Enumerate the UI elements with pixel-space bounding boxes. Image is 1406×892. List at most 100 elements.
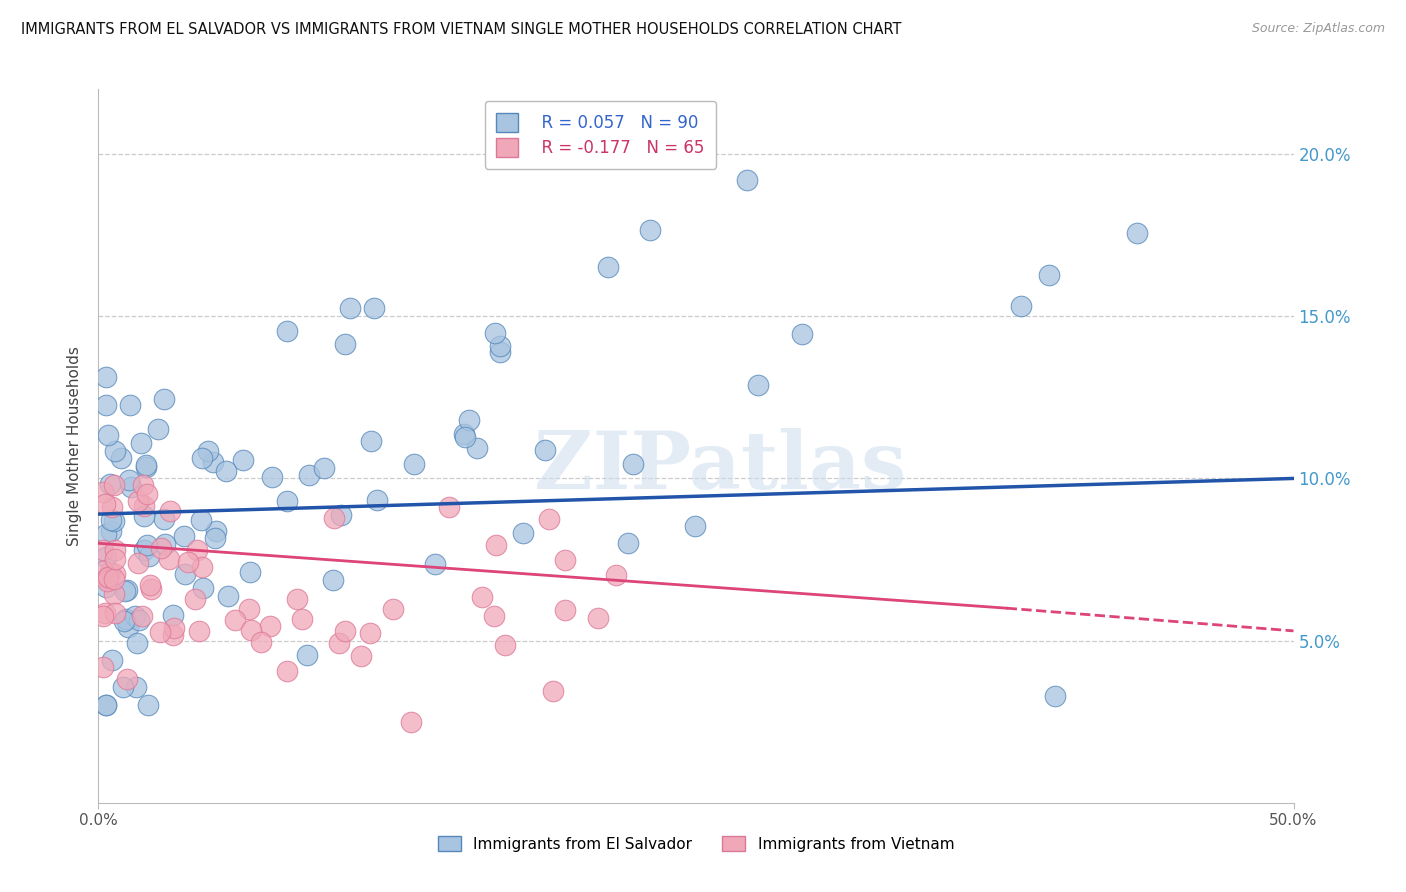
Point [488,345,510,359]
Point [127,557,149,571]
Point [617,535,640,549]
Point [162,608,184,623]
Point [339,301,361,315]
Point [240,624,263,638]
Point [485,538,508,552]
Point [135,487,157,501]
Point [149,625,172,640]
Point [110,450,132,465]
Point [153,512,176,526]
Point [91,660,114,674]
Point [291,612,314,626]
Point [104,566,127,581]
Point [94,549,117,564]
Point [127,493,149,508]
Text: Source: ZipAtlas.com: Source: ZipAtlas.com [1251,22,1385,36]
Point [103,478,125,492]
Point [217,589,239,603]
Point [98,477,121,491]
Point [94,698,117,713]
Point [276,324,298,338]
Point [135,460,157,475]
Point [115,672,138,686]
Point [94,398,117,412]
Point [249,635,271,649]
Point [193,582,215,596]
Point [131,478,153,492]
Point [197,444,219,458]
Point [232,452,254,467]
Point [323,511,346,525]
Point [103,587,125,601]
Point [104,443,127,458]
Point [136,698,159,713]
Point [96,574,118,588]
Point [112,614,135,628]
Point [295,648,318,663]
Point [423,558,446,572]
Point [482,608,505,623]
Point [98,566,121,580]
Point [238,602,260,616]
Point [399,714,422,729]
Point [159,552,181,566]
Point [184,591,207,606]
Point [97,427,120,442]
Point [239,565,262,579]
Point [554,603,576,617]
Point [131,608,153,623]
Point [598,260,620,275]
Point [94,527,117,541]
Point [91,484,114,499]
Point [124,609,146,624]
Text: ZIPatlas: ZIPatlas [534,428,905,507]
Point [134,543,156,558]
Point [1043,689,1066,703]
Point [538,512,561,526]
Point [333,624,356,639]
Point [204,531,226,545]
Point [359,626,381,640]
Point [439,500,461,514]
Point [792,326,814,341]
Point [541,683,564,698]
Point [129,435,152,450]
Point [202,455,225,469]
Point [484,326,506,340]
Point [471,591,494,605]
Point [94,606,117,620]
Point [534,443,557,458]
Point [134,509,156,524]
Point [333,337,356,351]
Point [330,508,353,523]
Point [117,583,139,598]
Point [605,567,627,582]
Point [586,611,609,625]
Point [215,464,238,478]
Point [735,172,758,186]
Point [174,567,197,582]
Point [1126,226,1149,240]
Point [224,613,246,627]
Point [128,613,150,627]
Point [512,525,534,540]
Point [125,636,148,650]
Point [259,618,281,632]
Point [118,473,141,487]
Point [260,470,283,484]
Point [135,458,157,473]
Point [100,524,122,538]
Point [298,467,321,482]
Point [100,512,122,526]
Point [312,461,335,475]
Point [120,480,142,494]
Point [554,552,576,566]
Point [363,301,385,316]
Point [453,427,475,442]
Point [103,543,125,558]
Point [96,571,118,585]
Point [494,638,516,652]
Point [366,493,388,508]
Point [139,582,162,597]
Point [1010,299,1032,313]
